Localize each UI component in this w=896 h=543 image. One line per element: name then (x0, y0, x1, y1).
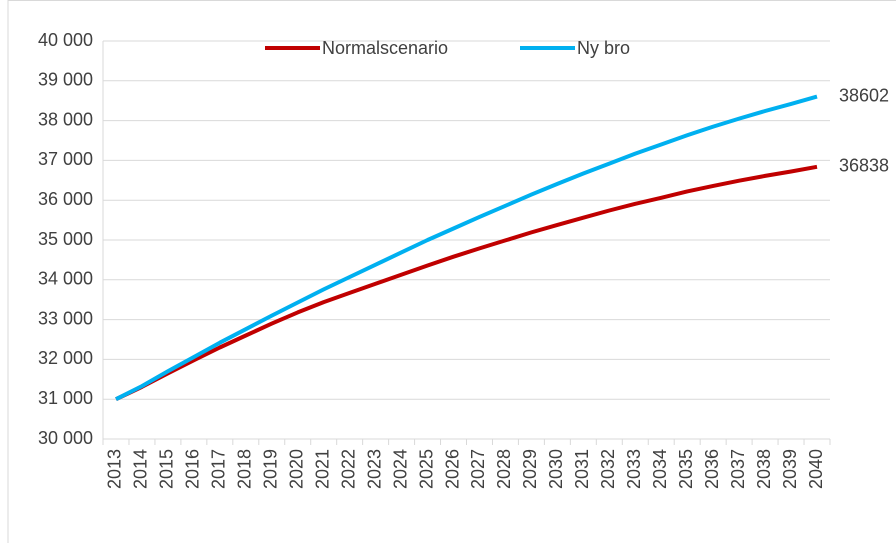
x-tick-label: 2037 (728, 449, 748, 489)
x-tick-label: 2024 (390, 449, 410, 489)
x-tick-label: 2032 (598, 449, 618, 489)
x-tick-label: 2022 (338, 449, 358, 489)
x-tick-label: 2019 (261, 449, 281, 489)
x-tick-label: 2015 (157, 449, 177, 489)
data-label: 38602 (839, 85, 889, 105)
y-tick-label: 34 000 (38, 269, 93, 289)
x-tick-label: 2026 (442, 449, 462, 489)
x-tick-label: 2021 (312, 449, 332, 489)
x-tick-label: 2014 (131, 449, 151, 489)
y-tick-label: 33 000 (38, 308, 93, 328)
y-tick-label: 36 000 (38, 189, 93, 209)
legend-label: Ny bro (577, 38, 630, 58)
x-tick-label: 2023 (364, 449, 384, 489)
x-tick-label: 2033 (624, 449, 644, 489)
x-tick-label: 2027 (468, 449, 488, 489)
x-tick-label: 2018 (235, 449, 255, 489)
x-tick-label: 2025 (416, 449, 436, 489)
x-tick-label: 2017 (209, 449, 229, 489)
x-tick-label: 2035 (676, 449, 696, 489)
x-tick-label: 2029 (520, 449, 540, 489)
x-tick-label: 2038 (754, 449, 774, 489)
x-tick-label: 2036 (702, 449, 722, 489)
x-tick-label: 2016 (183, 449, 203, 489)
data-label: 36838 (839, 156, 889, 176)
y-tick-label: 38 000 (38, 109, 93, 129)
legend-label: Normalscenario (322, 38, 448, 58)
x-tick-label: 2039 (780, 449, 800, 489)
y-tick-label: 30 000 (38, 428, 93, 448)
x-tick-label: 2013 (105, 449, 125, 489)
x-tick-label: 2040 (806, 449, 826, 489)
y-tick-label: 37 000 (38, 149, 93, 169)
line-series (115, 94, 818, 401)
y-tick-label: 39 000 (38, 70, 93, 90)
y-tick-label: 40 000 (38, 30, 93, 50)
y-tick-label: 31 000 (38, 388, 93, 408)
y-tick-label: 35 000 (38, 229, 93, 249)
x-tick-label: 2028 (494, 449, 514, 489)
x-tick-label: 2030 (546, 449, 566, 489)
line-series (115, 164, 818, 402)
chart-frame (7, 0, 896, 543)
x-tick-label: 2031 (572, 449, 592, 489)
x-tick-label: 2034 (650, 449, 670, 489)
y-tick-label: 32 000 (38, 348, 93, 368)
x-tick-label: 2020 (286, 449, 306, 489)
